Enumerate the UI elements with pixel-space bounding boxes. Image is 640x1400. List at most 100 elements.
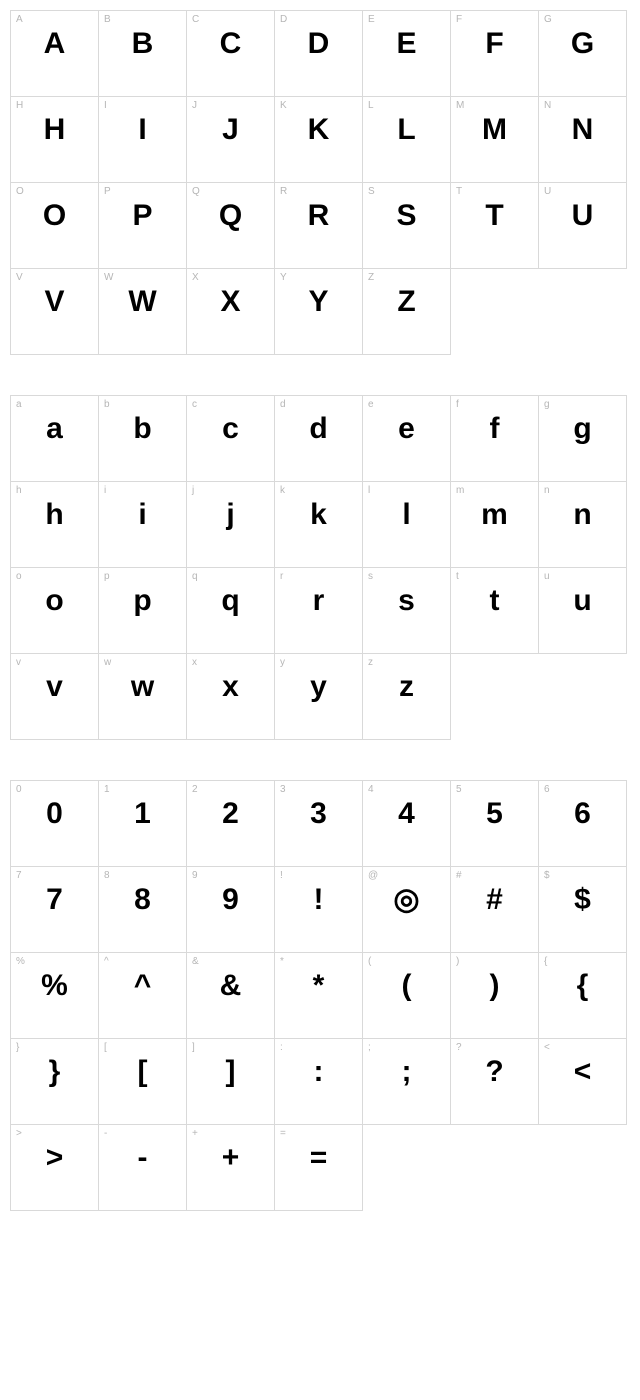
glyph-display: p (99, 586, 186, 616)
glyph-cell: pp (99, 568, 187, 654)
glyph-cell: uu (539, 568, 627, 654)
glyph-label: f (456, 399, 459, 410)
glyph-cell: rr (275, 568, 363, 654)
glyph-label: F (456, 14, 462, 25)
glyph-cell: qq (187, 568, 275, 654)
glyph-label: C (192, 14, 199, 25)
glyph-display: a (11, 414, 98, 444)
glyph-display: = (275, 1143, 362, 1173)
glyph-display: R (275, 201, 362, 231)
glyph-label: Z (368, 272, 374, 283)
glyph-display: v (11, 672, 98, 702)
glyph-cell: 44 (363, 781, 451, 867)
glyph-display: Z (363, 287, 450, 317)
glyph-cell: kk (275, 482, 363, 568)
glyph-cell: OO (11, 183, 99, 269)
glyph-cell: vv (11, 654, 99, 740)
glyph-display: 1 (99, 799, 186, 829)
glyph-label: = (280, 1128, 286, 1139)
glyph-cell: ## (451, 867, 539, 953)
glyph-label: X (192, 272, 199, 283)
glyph-cell: && (187, 953, 275, 1039)
glyph-label: S (368, 186, 375, 197)
glyph-label: # (456, 870, 462, 881)
glyph-label: 3 (280, 784, 286, 795)
glyph-cell: WW (99, 269, 187, 355)
glyph-display: $ (539, 885, 626, 915)
glyph-display: c (187, 414, 274, 444)
glyph-display: 3 (275, 799, 362, 829)
glyph-cell: !! (275, 867, 363, 953)
glyph-cell: BB (99, 11, 187, 97)
glyph-label: i (104, 485, 106, 496)
glyph-display: I (99, 115, 186, 145)
glyph-display: W (99, 287, 186, 317)
glyph-display: Y (275, 287, 362, 317)
glyph-display: i (99, 500, 186, 530)
glyph-label: u (544, 571, 550, 582)
glyph-display: Q (187, 201, 274, 231)
glyph-label: v (16, 657, 21, 668)
glyph-label: @ (368, 870, 378, 881)
glyph-label: L (368, 100, 374, 111)
glyph-label: x (192, 657, 197, 668)
glyph-cell: GG (539, 11, 627, 97)
glyph-cell: xx (187, 654, 275, 740)
glyph-label: b (104, 399, 110, 410)
glyph-display: M (451, 115, 538, 145)
glyph-display: 9 (187, 885, 274, 915)
glyph-display: O (11, 201, 98, 231)
glyph-display: t (451, 586, 538, 616)
glyph-display: > (11, 1143, 98, 1173)
glyph-display: 2 (187, 799, 274, 829)
glyph-label: N (544, 100, 551, 111)
glyph-label: n (544, 485, 550, 496)
glyph-display: * (275, 971, 362, 1001)
glyph-display: ] (187, 1057, 274, 1087)
glyph-display: e (363, 414, 450, 444)
glyph-label: } (16, 1042, 19, 1053)
glyph-cell: ]] (187, 1039, 275, 1125)
glyph-label: q (192, 571, 198, 582)
glyph-cell: << (539, 1039, 627, 1125)
glyph-grid-partial: vvwwxxyyzz (10, 654, 451, 740)
glyph-label: Q (192, 186, 200, 197)
glyph-cell: PP (99, 183, 187, 269)
glyph-display: E (363, 29, 450, 59)
glyph-cell: 88 (99, 867, 187, 953)
glyph-label: ) (456, 956, 459, 967)
glyph-cell: YY (275, 269, 363, 355)
glyph-label: J (192, 100, 197, 111)
glyph-display: P (99, 201, 186, 231)
glyph-cell: dd (275, 396, 363, 482)
glyph-display: # (451, 885, 538, 915)
glyph-label: 9 (192, 870, 198, 881)
glyph-label: o (16, 571, 22, 582)
glyph-cell: 66 (539, 781, 627, 867)
glyph-grid: aabbccddeeffgghhiijjkkllmmnnooppqqrrsstt… (10, 395, 627, 654)
glyph-cell: 77 (11, 867, 99, 953)
glyph-display: 8 (99, 885, 186, 915)
glyph-cell: NN (539, 97, 627, 183)
glyph-display: K (275, 115, 362, 145)
glyph-cell: AA (11, 11, 99, 97)
glyph-label: p (104, 571, 110, 582)
glyph-display: 5 (451, 799, 538, 829)
glyph-cell: ?? (451, 1039, 539, 1125)
glyph-cell: KK (275, 97, 363, 183)
glyph-grid-partial: VVWWXXYYZZ (10, 269, 451, 355)
glyph-cell: hh (11, 482, 99, 568)
glyph-display: 7 (11, 885, 98, 915)
glyph-cell: ww (99, 654, 187, 740)
glyph-display: - (99, 1143, 186, 1173)
glyph-display: G (539, 29, 626, 59)
glyph-section-uppercase: AABBCCDDEEFFGGHHIIJJKKLLMMNNOOPPQQRRSSTT… (10, 10, 630, 355)
glyph-label: M (456, 100, 464, 111)
glyph-display: f (451, 414, 538, 444)
glyph-label: h (16, 485, 22, 496)
glyph-cell: bb (99, 396, 187, 482)
glyph-label: P (104, 186, 111, 197)
glyph-cell: 11 (99, 781, 187, 867)
glyph-display: < (539, 1057, 626, 1087)
glyph-grid: AABBCCDDEEFFGGHHIIJJKKLLMMNNOOPPQQRRSSTT… (10, 10, 627, 269)
